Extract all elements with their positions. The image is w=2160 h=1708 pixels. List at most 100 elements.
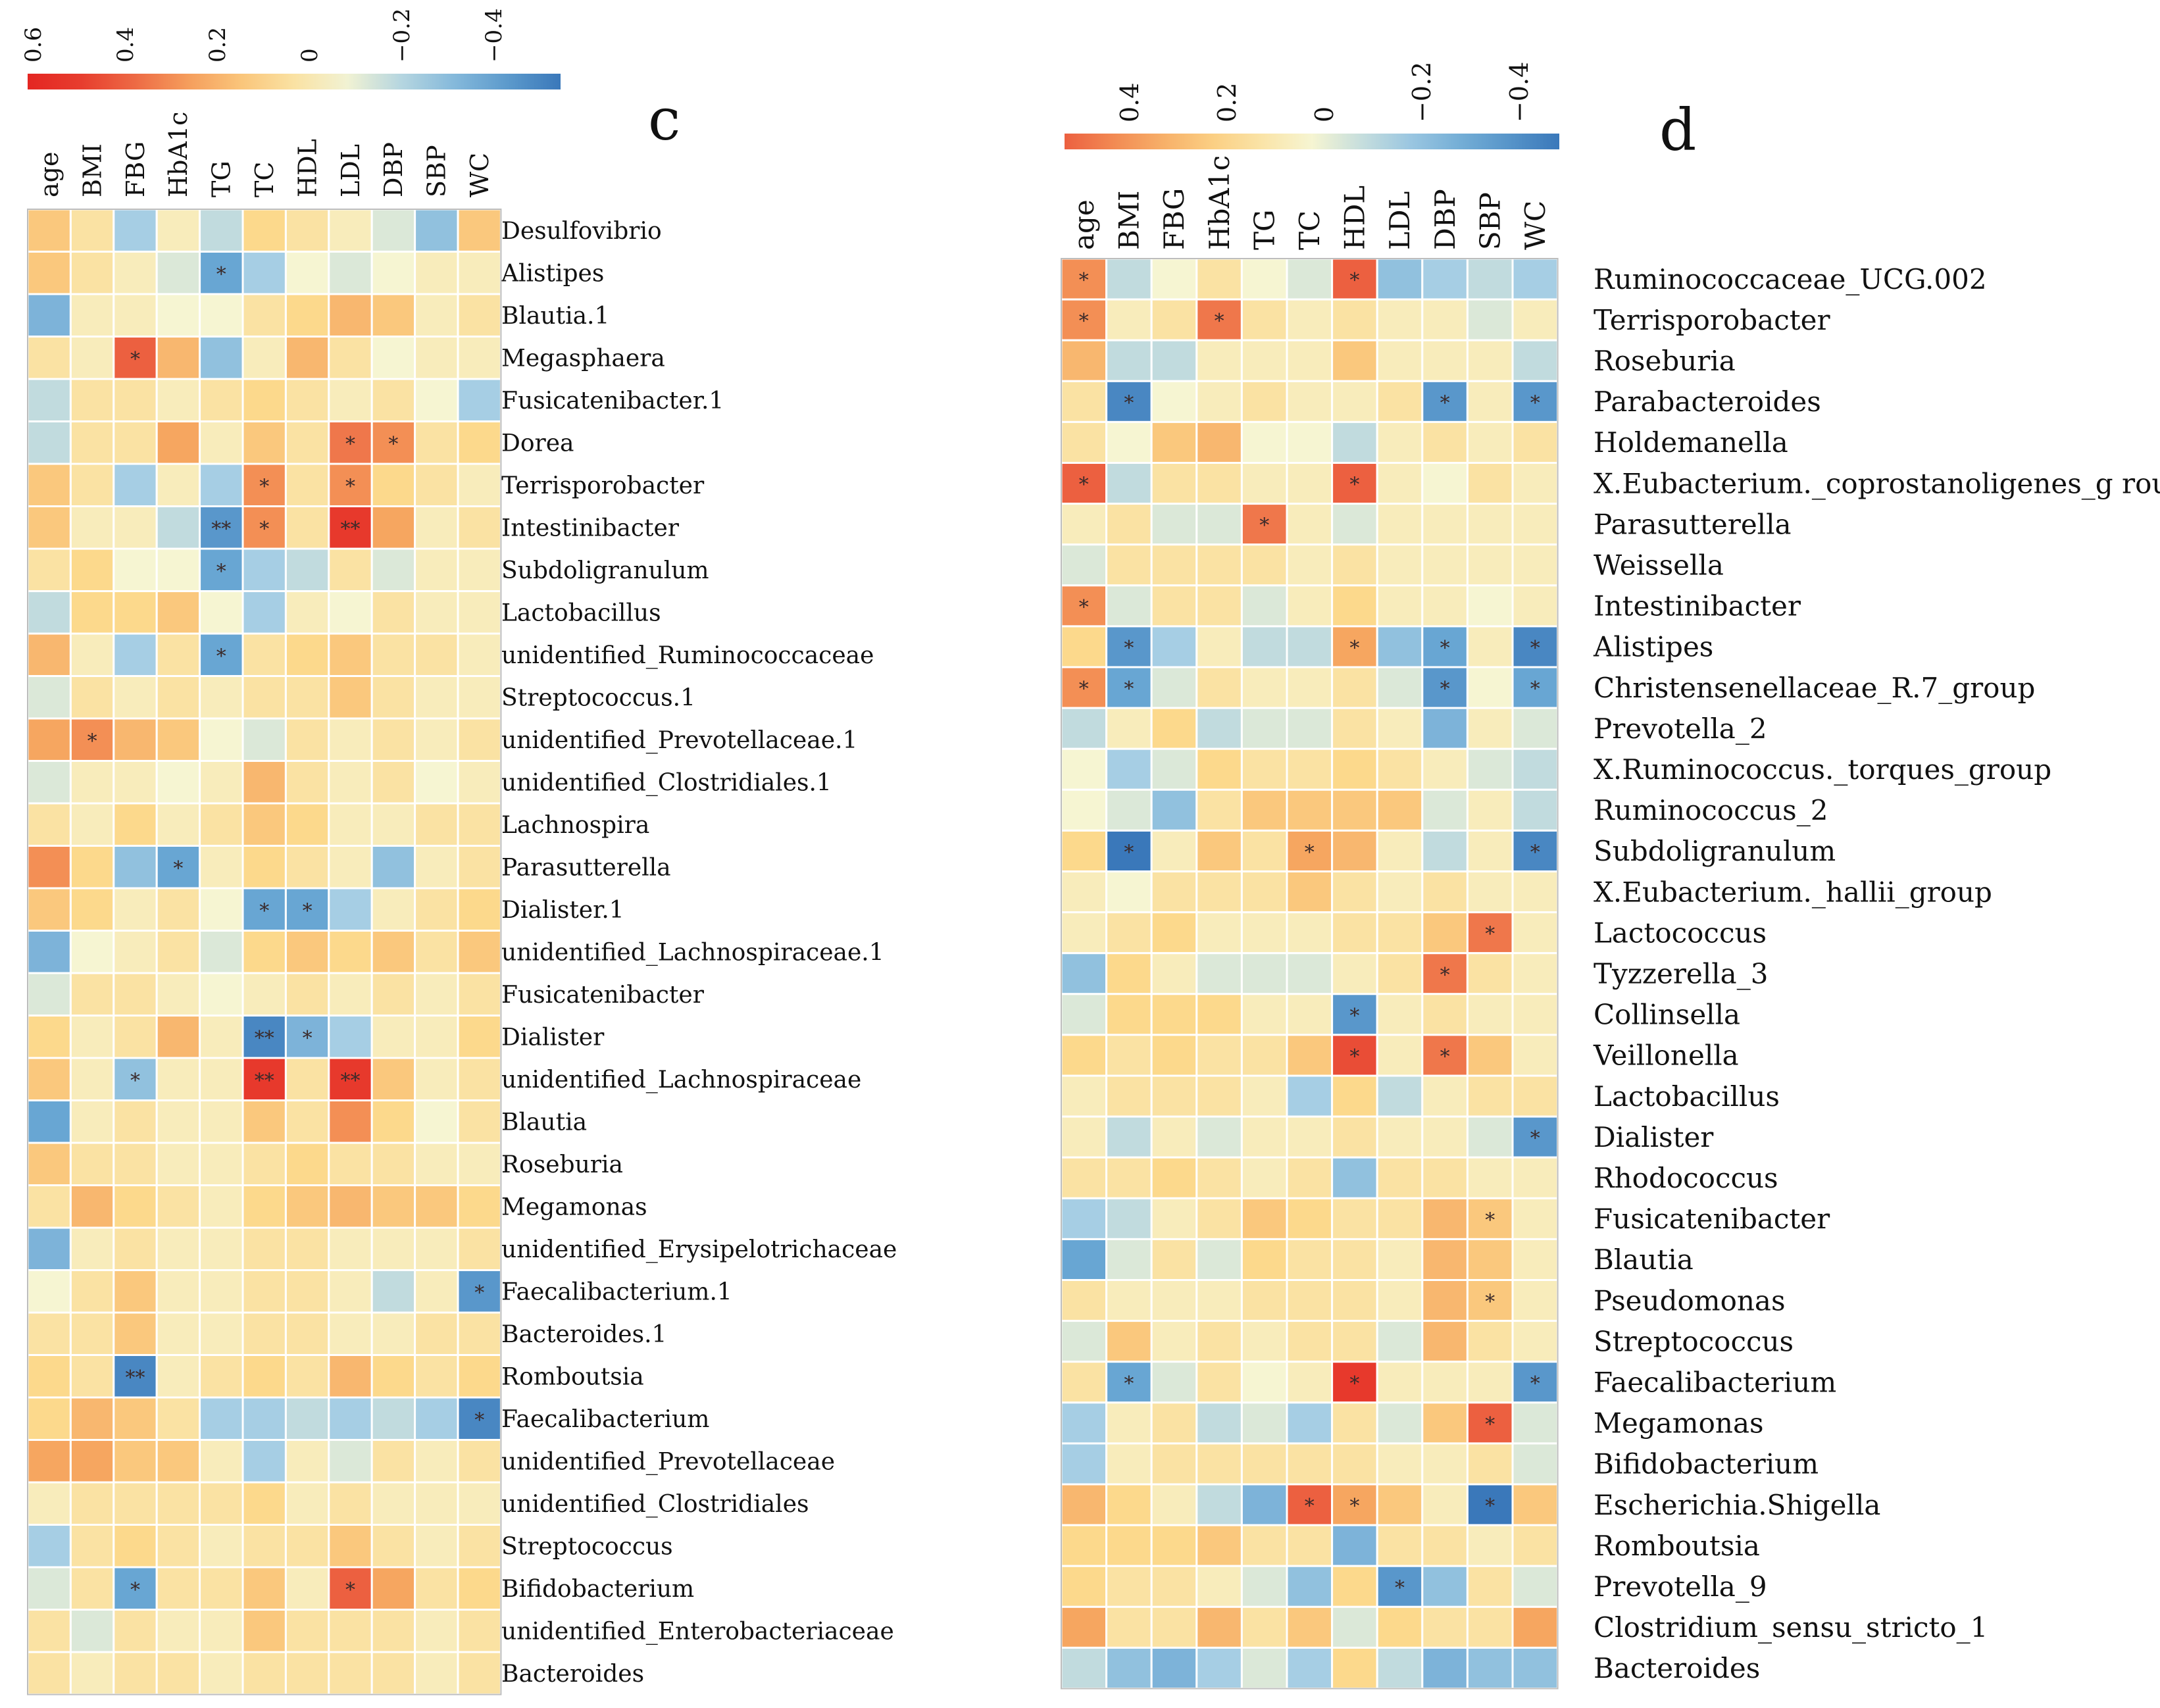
heatmap-cell (1105, 1279, 1153, 1322)
heatmap-cell (1421, 1646, 1469, 1690)
heatmap-cell (1195, 1442, 1243, 1486)
column-label: BMI (1113, 191, 1145, 250)
heatmap-cell (1240, 1279, 1288, 1322)
heatmap-cell (1511, 339, 1559, 382)
heatmap-cell (69, 463, 115, 507)
heatmap-cell (1240, 829, 1288, 873)
heatmap-cell (1060, 543, 1108, 587)
heatmap-cell (155, 1142, 201, 1186)
column-label: TC (250, 162, 279, 197)
heatmap-cell (328, 590, 373, 635)
heatmap-cell (457, 802, 502, 847)
significance-marker: * (1349, 1495, 1359, 1518)
heatmap-cell (241, 1354, 287, 1399)
heatmap-cell (113, 1099, 158, 1144)
heatmap-cell (328, 293, 373, 338)
heatmap-cell (414, 1057, 459, 1101)
heatmap-cell (1511, 911, 1559, 955)
heatmap-cell (284, 1057, 330, 1101)
heatmap-cell (113, 420, 158, 465)
row-label: Terrisporobacter (501, 472, 705, 499)
heatmap-cell (155, 208, 201, 253)
heatmap-cell (457, 845, 502, 890)
heatmap-cell (1195, 625, 1243, 668)
heatmap-cell (1105, 462, 1153, 505)
heatmap-cell (457, 1311, 502, 1356)
heatmap-cell (1466, 339, 1514, 382)
heatmap-cell (241, 420, 287, 465)
column-label: TG (207, 161, 236, 197)
heatmap-cell (69, 1099, 115, 1144)
heatmap-cell (1376, 666, 1424, 709)
heatmap-cell (1150, 1524, 1198, 1567)
heatmap-cell (69, 1439, 115, 1484)
row-label: Lachnospira (501, 812, 649, 839)
row-label: unidentified_Prevotellaceae.1 (501, 727, 857, 754)
heatmap-cell (155, 1269, 201, 1314)
heatmap-cell (1376, 788, 1424, 832)
heatmap-cell (1331, 339, 1378, 382)
heatmap-cell (1331, 666, 1378, 709)
heatmap-cell (284, 1396, 330, 1441)
heatmap-cell (1105, 543, 1153, 587)
heatmap-cell (1466, 1524, 1514, 1567)
heatmap-cell (113, 1481, 158, 1526)
heatmap-cell (1511, 1034, 1559, 1077)
color-scale-tick: 0.6 (20, 27, 47, 63)
heatmap-cell (370, 1099, 416, 1144)
heatmap-cell (1105, 1605, 1153, 1649)
heatmap-cell (284, 1142, 330, 1186)
heatmap-cell (1150, 911, 1198, 955)
color-scale-tick: −0.2 (389, 8, 415, 63)
heatmap-cell (199, 802, 244, 847)
heatmap-cell (155, 930, 201, 974)
row-label: Dialister.1 (501, 897, 624, 924)
heatmap-cell (1466, 1197, 1514, 1240)
heatmap-cell (69, 1184, 115, 1229)
heatmap-cell (26, 1015, 72, 1059)
heatmap-cell (414, 1609, 459, 1653)
heatmap-cell (241, 590, 287, 635)
heatmap-cell (199, 547, 244, 592)
heatmap-cell (414, 1226, 459, 1271)
heatmap-cell (199, 1439, 244, 1484)
significance-marker: * (173, 857, 183, 880)
row-label: X.Eubacterium._coprostanoligenes_g roup (1594, 467, 2160, 499)
heatmap-cell (69, 1142, 115, 1186)
heatmap-cell (1060, 1442, 1108, 1486)
heatmap-cell (241, 293, 287, 338)
heatmap-cell (457, 632, 502, 677)
heatmap-cell (199, 1566, 244, 1611)
significance-marker: * (1349, 1045, 1359, 1068)
heatmap-cell (1105, 1197, 1153, 1240)
heatmap-cell (1150, 1156, 1198, 1199)
heatmap-cell (26, 972, 72, 1017)
heatmap-cell (328, 802, 373, 847)
heatmap-cell (457, 1142, 502, 1186)
heatmap-cell (1466, 829, 1514, 873)
heatmap-cell (414, 717, 459, 762)
column-label: age (1068, 199, 1100, 250)
heatmap-cell (1421, 1442, 1469, 1486)
heatmap-cell (199, 1524, 244, 1569)
heatmap-cell (1286, 993, 1334, 1036)
heatmap-cell (1376, 870, 1424, 914)
heatmap-cell (1466, 1320, 1514, 1363)
heatmap-cell (1466, 625, 1514, 668)
heatmap-cell (1331, 1320, 1378, 1363)
heatmap-cell (1466, 1074, 1514, 1118)
heatmap-cell (457, 760, 502, 805)
heatmap-cell (1240, 1361, 1288, 1404)
heatmap-cell (1240, 1646, 1288, 1690)
heatmap-cell (1150, 1115, 1198, 1159)
heatmap-cell (1376, 339, 1424, 382)
heatmap-cell (1286, 1074, 1334, 1118)
heatmap-cell (1511, 1074, 1559, 1118)
significance-marker: * (130, 1069, 140, 1092)
heatmap-cell (1421, 1115, 1469, 1159)
heatmap-cell (1286, 1034, 1334, 1077)
significance-marker: * (1349, 1005, 1359, 1028)
heatmap-cell (1150, 666, 1198, 709)
heatmap-cell (1511, 1605, 1559, 1649)
heatmap-cell (1150, 257, 1198, 301)
